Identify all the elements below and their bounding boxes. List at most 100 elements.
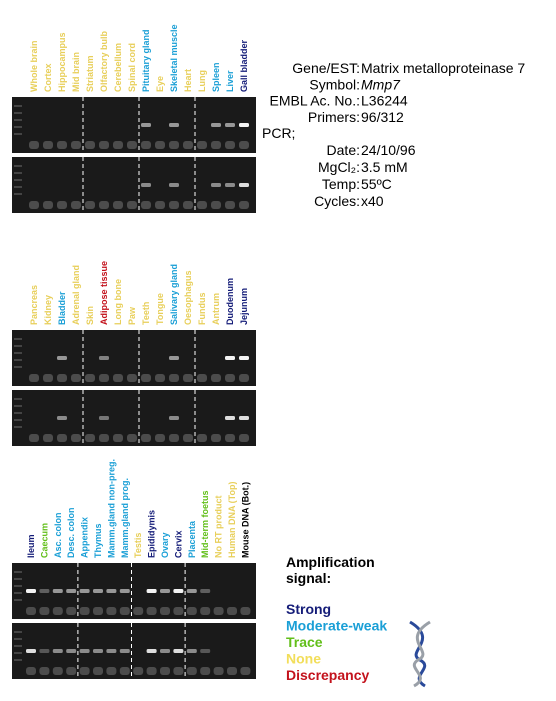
primer-dimer — [225, 201, 235, 209]
primer-dimer — [85, 141, 95, 149]
band — [119, 589, 130, 593]
band — [66, 649, 77, 653]
ladder — [14, 412, 22, 414]
primer-dimer — [39, 667, 50, 675]
band — [146, 649, 157, 653]
primer-dimer — [85, 374, 95, 382]
ladder — [14, 112, 22, 114]
band — [225, 416, 235, 420]
primer-dimer — [213, 667, 224, 675]
primer-dimer — [197, 141, 207, 149]
primer-dimer — [173, 667, 184, 675]
band — [169, 123, 179, 127]
info-key: Gene/EST: — [292, 60, 360, 76]
info-key: Symbol: — [309, 76, 360, 92]
primer-dimer — [57, 201, 67, 209]
lane-label: Lung — [197, 70, 207, 92]
primer-dimer — [240, 667, 251, 675]
band — [79, 649, 90, 653]
info-value: 3.5 mM — [361, 159, 408, 175]
lane-label: Caecum — [39, 523, 49, 558]
primer-dimer — [211, 434, 221, 442]
primer-dimer — [71, 374, 81, 382]
primer-dimer — [43, 374, 53, 382]
band — [169, 183, 179, 187]
lane-label: Salivary gland — [169, 264, 179, 325]
band — [106, 649, 117, 653]
ladder — [14, 105, 22, 107]
primer-dimer — [66, 607, 77, 615]
band — [239, 123, 249, 127]
ladder — [14, 186, 22, 188]
primer-dimer — [197, 374, 207, 382]
ladder — [14, 126, 22, 128]
band — [26, 649, 36, 653]
lane-label: Striatum — [85, 55, 95, 92]
primer-dimer — [225, 141, 235, 149]
primer-dimer — [200, 667, 211, 675]
lane-label: Whole brain — [29, 41, 39, 93]
gel-image — [12, 157, 256, 213]
lane-label: Placenta — [187, 520, 197, 558]
gel-image — [12, 97, 256, 153]
band — [169, 356, 179, 360]
lane-label: Ileum — [26, 534, 36, 558]
lane-label: Adrenal gland — [71, 265, 81, 325]
ladder — [14, 426, 22, 428]
primer-dimer — [169, 141, 179, 149]
band — [52, 649, 63, 653]
band — [225, 123, 235, 127]
ladder — [14, 345, 22, 347]
primer-dimer — [160, 607, 170, 615]
primer-dimer — [71, 434, 81, 442]
band — [119, 649, 130, 653]
primer-dimer — [141, 434, 151, 442]
gel-image — [12, 390, 256, 446]
lane-label: Asc. colon — [53, 512, 63, 558]
band — [239, 356, 249, 360]
ladder — [14, 652, 22, 654]
primer-dimer — [79, 667, 90, 675]
legend-entry: Moderate-weak — [286, 618, 387, 634]
primer-dimer — [239, 201, 249, 209]
primer-dimer — [71, 201, 81, 209]
band — [26, 589, 36, 593]
ladder — [14, 645, 22, 647]
primer-dimer — [57, 434, 67, 442]
primer-dimer — [39, 607, 50, 615]
ladder — [14, 405, 22, 407]
lane-label: Pituitary gland — [141, 29, 151, 92]
primer-dimer — [113, 201, 123, 209]
info-value: 96/312 — [361, 109, 404, 125]
ladder — [14, 398, 22, 400]
ladder — [14, 179, 22, 181]
band — [99, 416, 109, 420]
primer-dimer — [93, 607, 103, 615]
primer-dimer — [183, 374, 193, 382]
primer-dimer — [43, 141, 53, 149]
info-value: Matrix metalloproteinase 7 — [361, 60, 525, 76]
band — [173, 589, 184, 593]
primer-dimer — [200, 607, 211, 615]
lane-label: Pancreas — [29, 285, 39, 325]
lane-label: Human DNA (Top) — [227, 482, 237, 559]
ladder — [14, 133, 22, 135]
lane-label: Duodenum — [225, 278, 235, 325]
band — [99, 356, 109, 360]
primer-dimer — [26, 607, 36, 615]
lane-label: Spleen — [211, 62, 221, 92]
lane-label: Epididymis — [147, 510, 157, 558]
primer-dimer — [29, 141, 39, 149]
lane-label: Liver — [225, 70, 235, 92]
primer-dimer — [29, 374, 39, 382]
band — [160, 589, 170, 593]
primer-dimer — [119, 667, 130, 675]
primer-dimer — [26, 667, 36, 675]
lane-label: Olfactory bulb — [99, 30, 109, 92]
band — [57, 356, 67, 360]
info-value: 55ºC — [361, 176, 392, 192]
lane-label: Cerebellum — [113, 43, 123, 92]
ladder — [14, 352, 22, 354]
ladder — [14, 638, 22, 640]
legend-entry: None — [286, 651, 321, 667]
